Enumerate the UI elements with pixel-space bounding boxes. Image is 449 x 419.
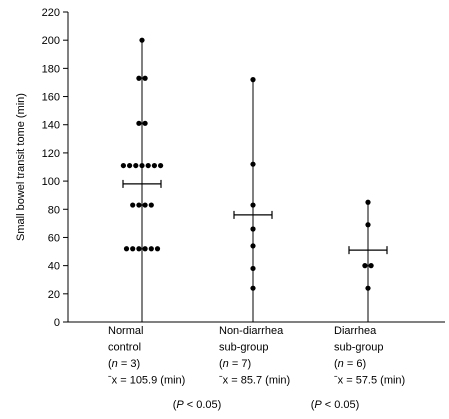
y-tick-label: 160 [42,92,60,104]
data-point [120,162,126,169]
data-point [136,75,142,81]
y-tick-label: 140 [42,120,60,132]
data-point [362,263,368,269]
category-label-line: Diarrhea [334,325,377,337]
data-point [151,162,157,169]
data-point [250,202,256,208]
y-tick-label: 220 [42,7,60,19]
category-label-line: ˉx = 105.9 (min) [108,375,185,387]
data-point [250,77,256,83]
y-tick-label: 0 [54,317,60,329]
data-point [250,243,256,249]
data-point [148,246,154,252]
data-point [365,222,371,228]
p-value-annotation: (P < 0.05) [311,399,360,411]
y-tick-label: 200 [42,35,60,47]
data-marks [120,37,388,322]
data-point [123,246,130,252]
y-tick-label: 20 [48,289,60,301]
data-point [136,246,142,252]
data-point [158,162,164,169]
data-point [127,162,133,169]
p-value-annotation: (P < 0.05) [173,399,222,411]
category-label-line: sub-group [219,342,269,354]
category-label-line: control [108,342,141,354]
category-label-line: sub-group [334,342,384,354]
data-point [365,199,371,205]
y-axis-title: Small bowel transit tome (min) [15,93,27,241]
y-tick-label: 120 [42,148,60,160]
category-label-line: (n = 7) [219,358,251,370]
data-point [142,120,148,126]
data-point [148,202,154,208]
data-point [139,37,145,43]
category-label-line: ˉx = 85.7 (min) [219,375,290,387]
data-point [142,202,148,208]
axes: 0 20 40 60 80 100 120 140 160 180 200 220 [42,7,445,329]
category-label-line: (n = 6) [334,358,366,370]
category-label-line: ˉx = 57.5 (min) [334,375,405,387]
y-tick-label: 180 [42,63,60,75]
data-point [250,226,256,232]
data-point [250,161,256,167]
data-point [142,75,148,81]
data-point [154,246,161,252]
data-point [365,285,371,291]
y-tick-label: 100 [42,176,60,188]
data-point [145,162,151,169]
y-tick-label: 80 [48,204,60,216]
data-point [368,263,374,269]
data-point [136,120,142,126]
data-point [142,246,148,252]
data-point [250,285,256,291]
data-point [130,202,136,208]
data-point [250,265,256,272]
category-label-line: Non-diarrhea [219,325,284,337]
y-tick-label: 60 [48,232,60,244]
y-tick-label: 40 [48,261,60,273]
data-point [130,246,136,252]
data-point [133,162,139,169]
data-point [139,162,145,169]
category-label-line: Normal [108,325,143,337]
category-labels: Normal control (n = 3) ˉx = 105.9 (min) Non-… [108,325,405,411]
data-point [136,202,142,208]
category-label-line: (n = 3) [108,358,140,370]
